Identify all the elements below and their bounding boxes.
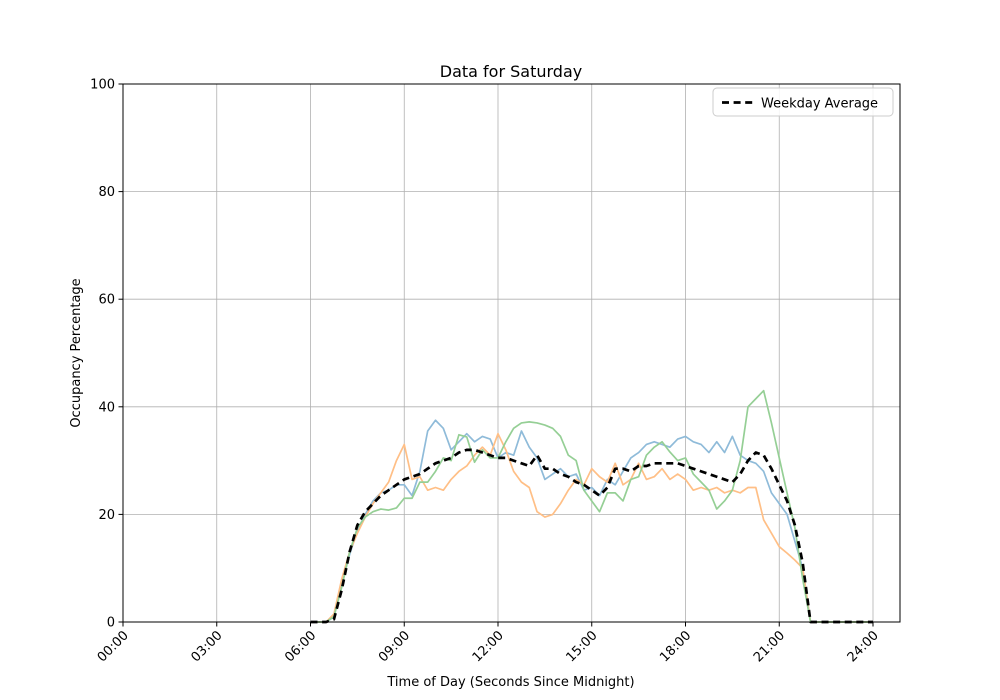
series-line-saturday-observation-2 bbox=[310, 432, 873, 623]
series-line-saturday-observation-1 bbox=[310, 419, 873, 623]
plot-frame bbox=[122, 83, 901, 623]
y-tick-label: 40 bbox=[98, 400, 115, 415]
legend: Weekday Average bbox=[712, 87, 894, 117]
x-tick-label: 15:00 bbox=[563, 628, 600, 665]
y-tick-label: 60 bbox=[98, 293, 115, 308]
y-tick-label: 100 bbox=[90, 78, 115, 93]
grid-lines bbox=[122, 83, 900, 623]
x-axis-label: Time of Day (Seconds Since Midnight) bbox=[386, 675, 634, 690]
x-tick-label: 24:00 bbox=[845, 628, 882, 665]
x-tick-label: 03:00 bbox=[188, 628, 225, 665]
x-tick-label: 12:00 bbox=[470, 628, 507, 665]
legend-box bbox=[712, 87, 894, 117]
series-lines bbox=[310, 389, 873, 624]
x-tick-label: 00:00 bbox=[95, 628, 132, 665]
x-tick-label: 06:00 bbox=[282, 628, 319, 665]
y-tick-labels: 0 20 40 60 80 100 bbox=[90, 78, 115, 631]
chart-title: Data for Saturday bbox=[440, 62, 582, 81]
legend-label: Weekday Average bbox=[761, 97, 878, 112]
x-tick-label: 18:00 bbox=[657, 628, 694, 665]
series-line-weekday-average bbox=[310, 448, 873, 624]
y-tick-label: 20 bbox=[98, 508, 115, 523]
x-tick-label: 09:00 bbox=[376, 628, 413, 665]
x-tick-labels: 00:00 03:00 06:00 09:00 12:00 15:00 18:00 21:00… bbox=[95, 628, 882, 665]
y-tick-label: 0 bbox=[107, 616, 115, 631]
series-line-saturday-observation-3 bbox=[310, 389, 873, 623]
y-tick-label: 80 bbox=[98, 185, 115, 200]
axis-tick-marks bbox=[118, 83, 874, 627]
y-axis-label: Occupancy Percentage bbox=[69, 278, 84, 427]
x-tick-label: 21:00 bbox=[751, 628, 788, 665]
